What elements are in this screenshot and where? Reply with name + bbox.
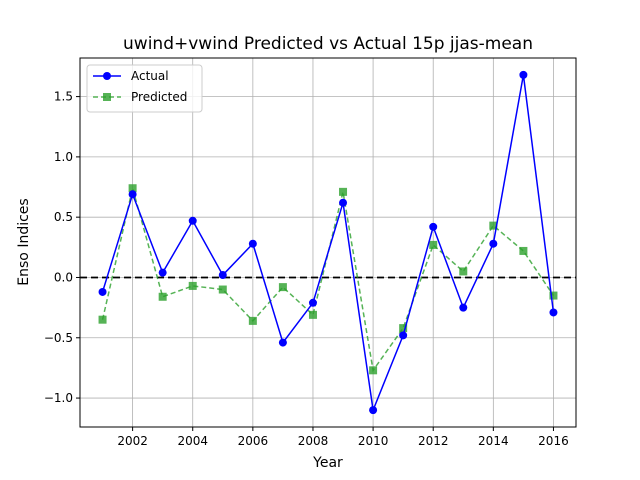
data-point-predicted: [519, 246, 528, 255]
data-point-actual: [248, 239, 257, 248]
axis-ticks: 2002 2004 2006 2008 2010 2012 2014 2016 −1.0 −0.5…: [44, 90, 569, 448]
y-tick-label: 0.5: [54, 210, 73, 224]
data-point-actual: [98, 287, 107, 296]
data-point-predicted: [158, 292, 167, 301]
data-point-predicted: [248, 316, 257, 325]
legend-actual-label: Actual: [131, 69, 169, 83]
y-axis-label: Enso Indices: [16, 198, 32, 285]
data-point-predicted: [399, 324, 408, 333]
data-point-actual: [158, 268, 167, 277]
data-point-predicted: [98, 315, 107, 324]
data-point-predicted: [188, 281, 197, 290]
data-point-predicted: [369, 366, 378, 375]
data-point-actual: [339, 198, 348, 207]
data-point-predicted: [459, 267, 468, 276]
data-point-actual: [399, 331, 408, 340]
y-tick-label: 1.0: [54, 150, 73, 164]
x-tick-label: 2012: [418, 434, 449, 448]
data-point-actual: [369, 406, 378, 415]
x-tick-label: 2002: [117, 434, 148, 448]
data-point-predicted: [128, 184, 137, 193]
data-point-actual: [549, 308, 558, 317]
series-actual-line: [101, 74, 555, 413]
data-point-predicted: [549, 291, 558, 300]
legend-actual-marker: [103, 72, 111, 80]
chart-title: uwind+vwind Predicted vs Actual 15p jjas…: [123, 34, 533, 54]
data-point-actual: [519, 70, 528, 79]
x-tick-label: 2010: [358, 434, 389, 448]
data-series: [98, 70, 558, 415]
data-point-predicted: [308, 310, 317, 319]
y-tick-label: 0.0: [54, 270, 73, 284]
legend: Actual Predicted: [86, 64, 203, 113]
data-point-actual: [218, 271, 227, 280]
data-point-actual: [128, 190, 137, 199]
y-tick-label: −0.5: [44, 331, 73, 345]
legend-predicted-label: Predicted: [131, 90, 187, 104]
x-tick-label: 2006: [238, 434, 269, 448]
data-point-actual: [459, 303, 468, 312]
x-tick-label: 2016: [538, 434, 569, 448]
data-point-predicted: [278, 283, 287, 292]
x-tick-label: 2014: [478, 434, 509, 448]
plot-area-frame: [79, 57, 577, 428]
x-axis-label: Year: [312, 455, 343, 471]
legend-predicted-marker: [103, 93, 111, 101]
data-point-actual: [489, 239, 498, 248]
data-point-actual: [278, 338, 287, 347]
data-point-predicted: [339, 187, 348, 196]
data-point-predicted: [218, 285, 227, 294]
data-point-actual: [308, 298, 317, 307]
y-tick-label: 1.5: [54, 90, 73, 104]
data-point-predicted: [489, 221, 498, 230]
y-tick-label: −1.0: [44, 391, 73, 405]
series-predicted-line: [101, 188, 555, 373]
data-point-actual: [188, 216, 197, 225]
data-point-actual: [429, 222, 438, 231]
data-point-predicted: [429, 240, 438, 249]
x-tick-label: 2004: [177, 434, 208, 448]
x-tick-label: 2008: [298, 434, 329, 448]
